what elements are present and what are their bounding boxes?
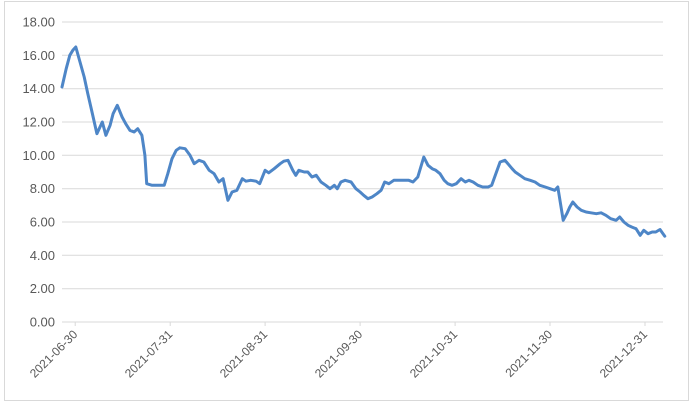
y-axis-label: 14.00 xyxy=(22,81,55,96)
y-axis-label: 2.00 xyxy=(30,281,55,296)
x-axis-label: 2021-07-31 xyxy=(122,327,176,381)
x-axis-label: 2021-12-31 xyxy=(597,327,651,381)
y-axis-label: 0.00 xyxy=(30,315,55,330)
y-axis-label: 8.00 xyxy=(30,181,55,196)
y-axis-label: 4.00 xyxy=(30,248,55,263)
chart-border xyxy=(4,1,689,401)
series-daily-price xyxy=(60,45,667,238)
x-axis-label: 2021-11-30 xyxy=(502,327,555,380)
y-axis-label: 12.00 xyxy=(22,115,55,130)
x-axis-label: 2021-09-30 xyxy=(312,327,366,381)
y-axis-label: 16.00 xyxy=(22,48,55,63)
x-axis-label: 2021-10-31 xyxy=(407,327,461,381)
y-axis-label: 10.00 xyxy=(22,148,55,163)
y-axis-label: 18.00 xyxy=(22,15,55,30)
y-axis-label: 6.00 xyxy=(30,215,55,230)
x-axis-label: 2021-06-30 xyxy=(27,327,81,381)
x-axis-label: 2021-08-31 xyxy=(217,327,271,381)
